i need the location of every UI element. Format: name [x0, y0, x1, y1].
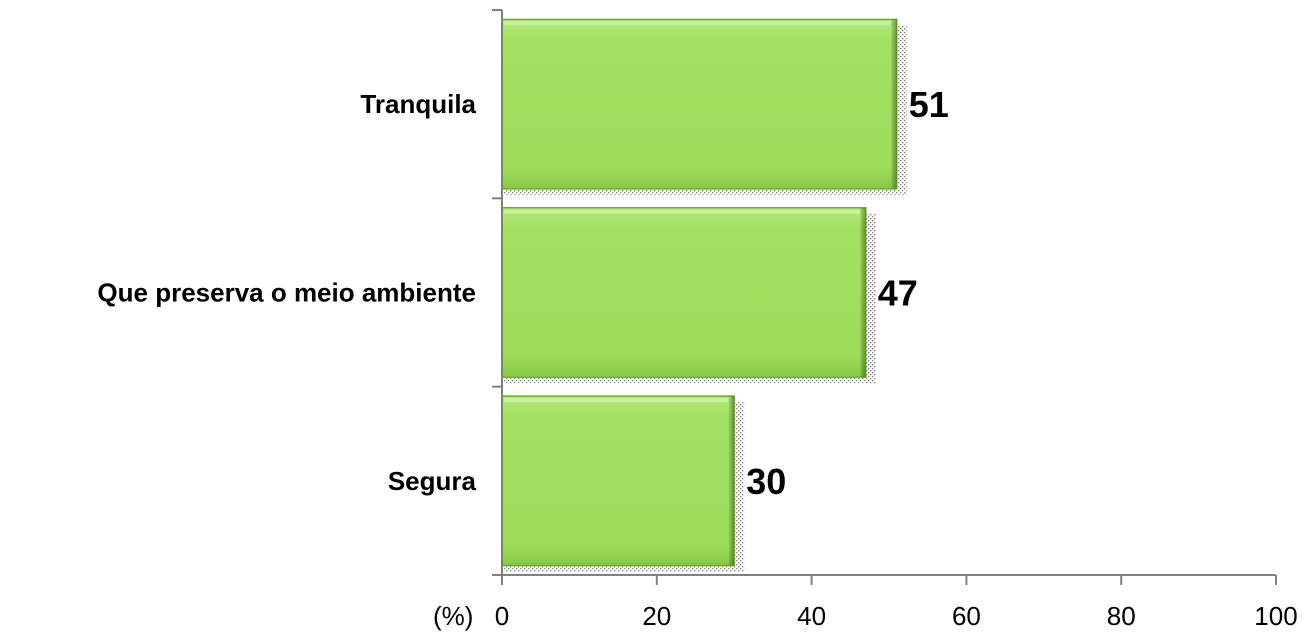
bar [501, 395, 735, 567]
bar-highlight [504, 209, 860, 214]
x-tick-label: 60 [952, 601, 981, 631]
data-label: 47 [878, 273, 918, 314]
x-tick-label: 20 [642, 601, 671, 631]
axes-layer: Tranquila 51 Que preserva o meio ambiente 4… [97, 9, 1298, 631]
x-tick-label: 0 [495, 601, 509, 631]
bars-layer [501, 18, 907, 572]
x-axis-unit-label: (%) [433, 601, 473, 631]
x-tick-label: 100 [1254, 601, 1297, 631]
category-label: Que preserva o meio ambiente [97, 278, 476, 308]
data-label: 51 [909, 84, 949, 125]
bar [501, 207, 867, 378]
bar-highlight [504, 21, 891, 26]
bar-highlight [504, 398, 729, 403]
category-label: Tranquila [360, 89, 476, 119]
x-tick-label: 40 [797, 601, 826, 631]
bar-bevel [728, 396, 735, 566]
data-label: 30 [746, 461, 786, 502]
bar [501, 18, 898, 190]
bar-bevel [859, 207, 866, 378]
bar-bevel [890, 19, 897, 189]
x-tick-label: 80 [1107, 601, 1136, 631]
category-label: Segura [388, 466, 477, 496]
